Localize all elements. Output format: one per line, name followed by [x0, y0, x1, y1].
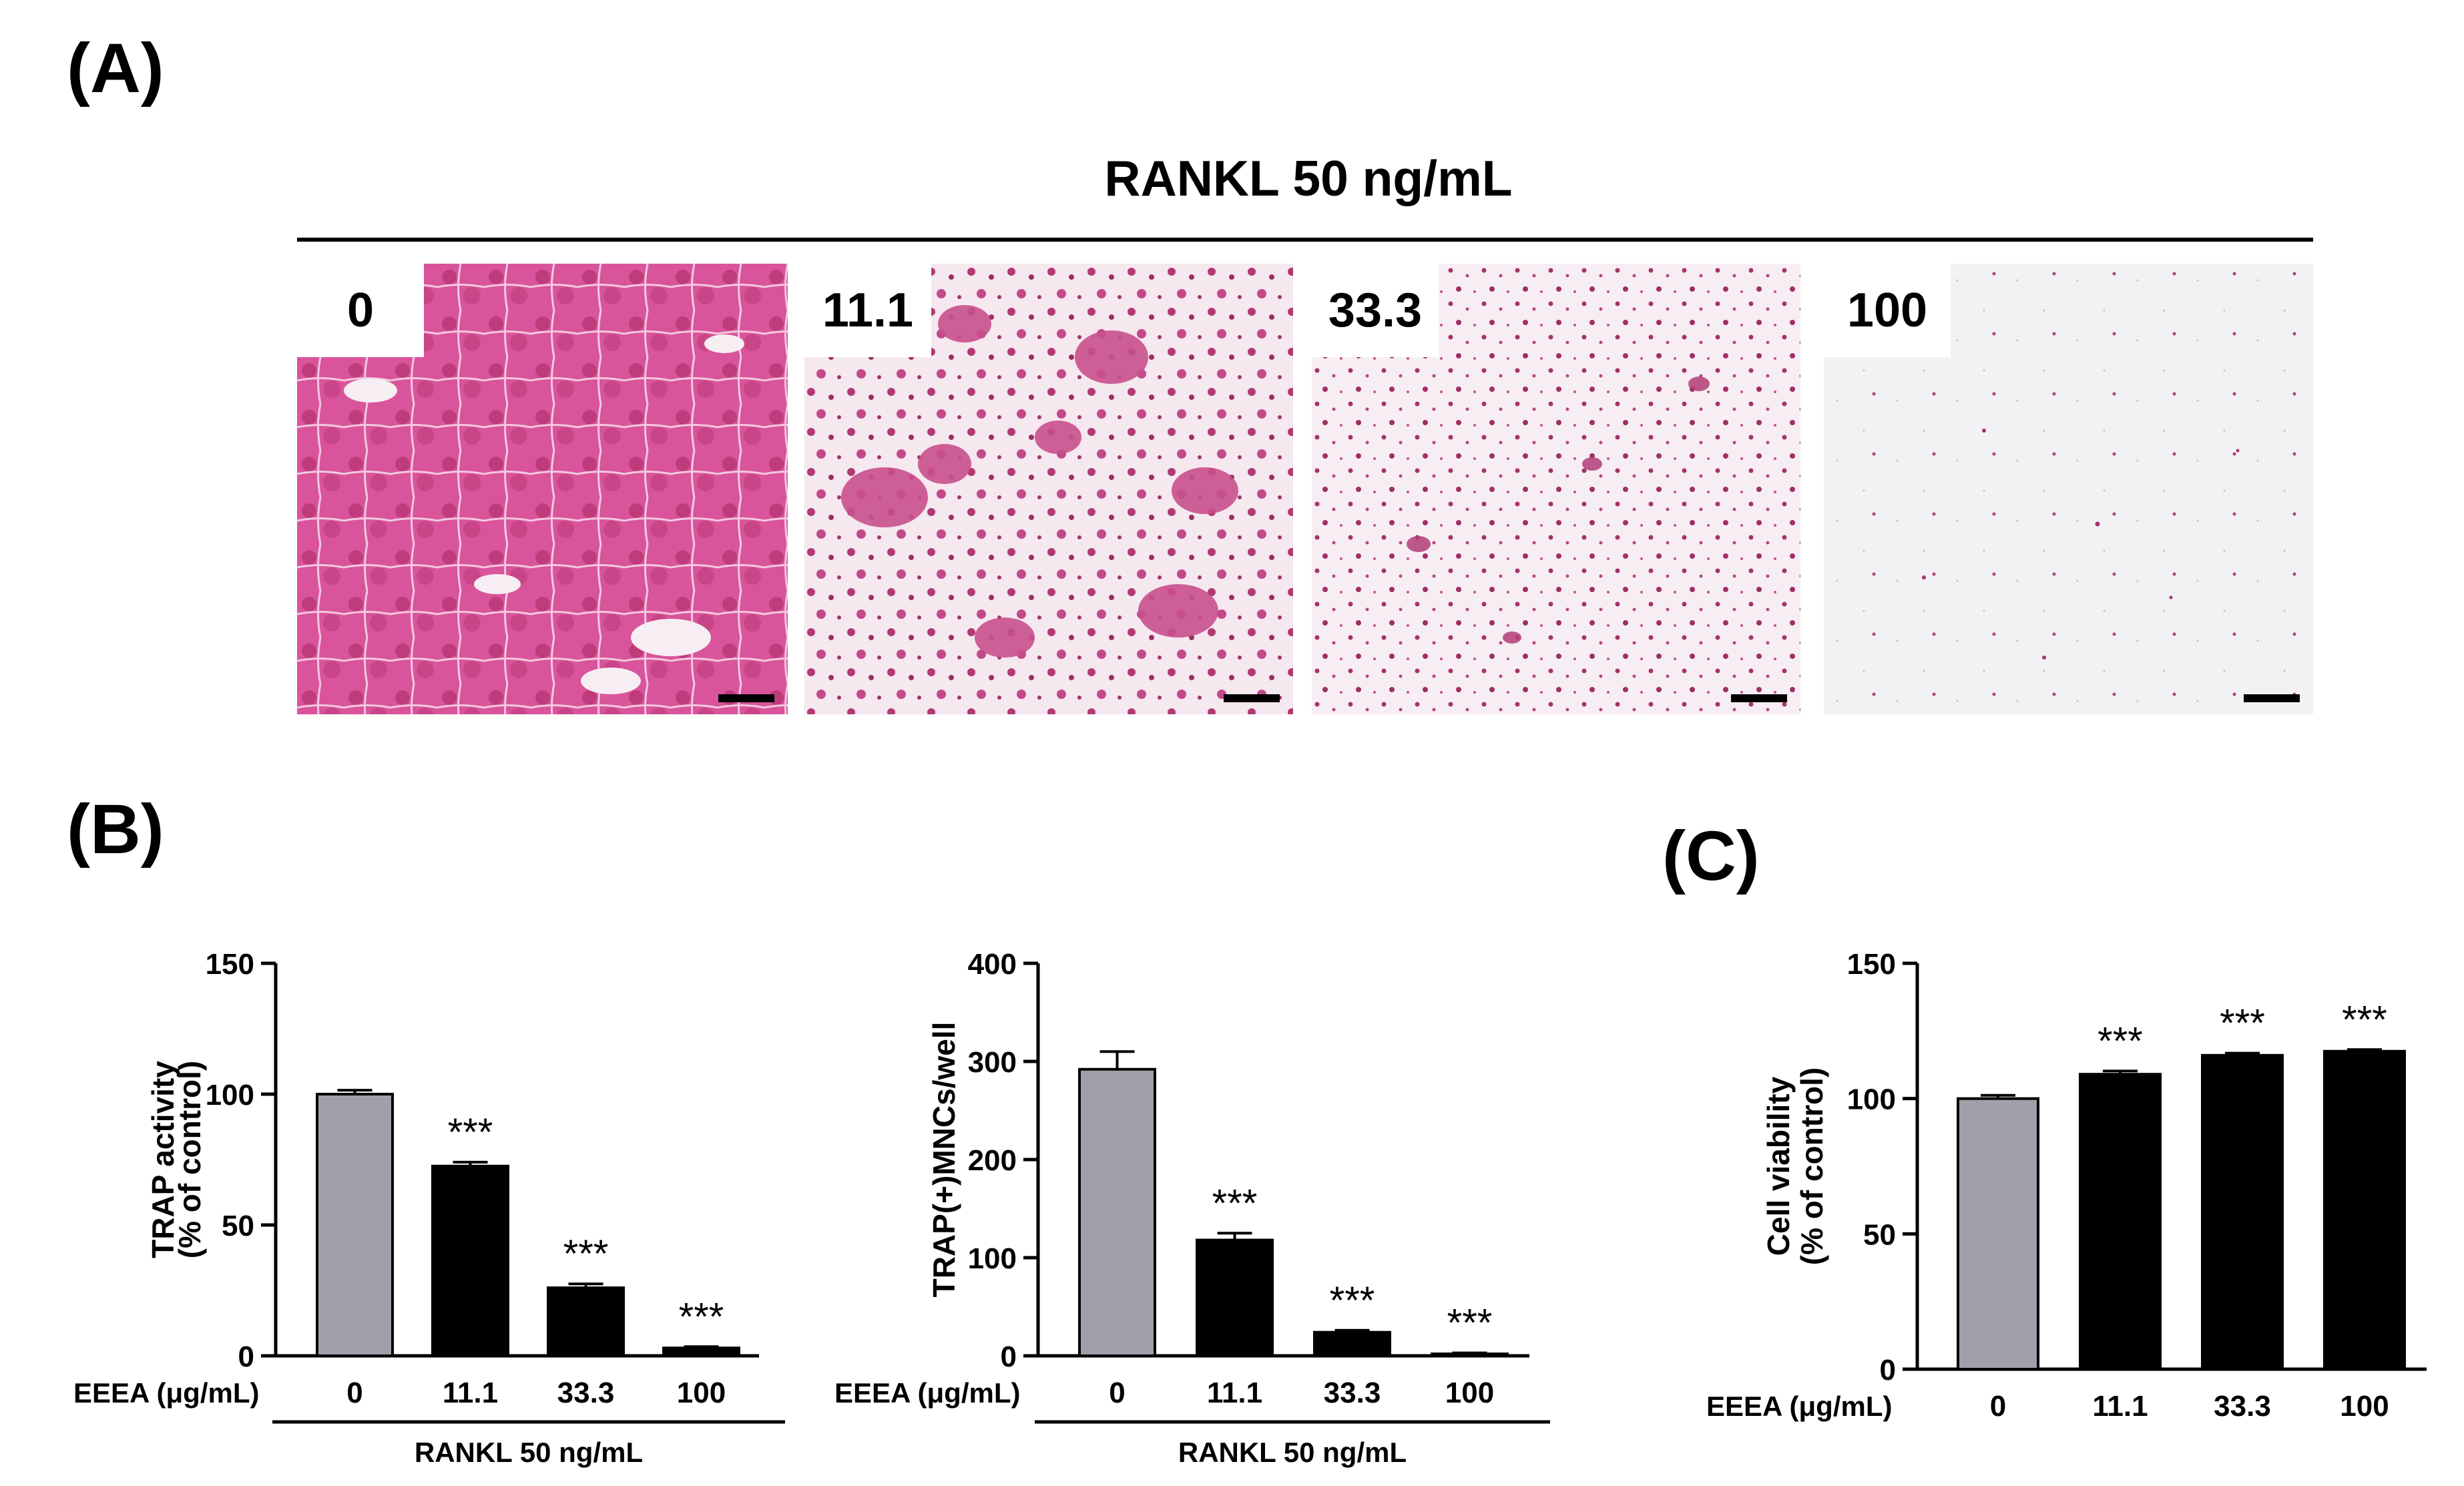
bar [1078, 1067, 1156, 1357]
x-axis-prefix-label: EEEA (μg/mL) [834, 1377, 1020, 1409]
significance-marker: *** [448, 1111, 493, 1154]
micrograph-title-rule [297, 238, 2313, 242]
y-tick-label: 0 [238, 1340, 254, 1373]
y-tick-label: 100 [1847, 1083, 1896, 1116]
scale-bar [718, 694, 774, 702]
group-label: RANKL 50 ng/mL [415, 1437, 643, 1468]
bar [1196, 1238, 1274, 1358]
significance-marker: *** [2220, 1002, 2265, 1045]
y-axis-label: TRAP activity [146, 1061, 180, 1258]
bar [2201, 1053, 2284, 1371]
y-axis-label: Cell viability [1761, 1076, 1796, 1256]
x-tick-label: 11.1 [1207, 1377, 1262, 1409]
y-tick-label: 200 [968, 1144, 1017, 1177]
bar [316, 1093, 394, 1357]
group-label: RANKL 50 ng/mL [1178, 1437, 1407, 1468]
significance-marker: *** [679, 1295, 724, 1338]
x-tick-label: 100 [2340, 1390, 2389, 1423]
x-tick-label: 33.3 [1324, 1377, 1381, 1409]
panel-label-b: (B) [67, 790, 164, 869]
bar [662, 1346, 740, 1357]
bar [547, 1286, 625, 1357]
significance-marker: *** [2098, 1019, 2143, 1063]
micrograph-33.3: 33.3 [1312, 264, 1800, 714]
x-axis-prefix-label: EEEA (μg/mL) [73, 1377, 259, 1409]
x-tick-label: 100 [1445, 1377, 1494, 1409]
bar [2079, 1073, 2162, 1371]
x-tick-label: 0 [346, 1377, 362, 1409]
y-tick-label: 300 [968, 1046, 1017, 1079]
micrograph-11.1: 11.1 [804, 264, 1293, 714]
y-tick-label: 150 [206, 948, 254, 981]
x-tick-label: 0 [1109, 1377, 1125, 1409]
scale-bar [2244, 694, 2300, 702]
y-axis-label: (% of control) [1794, 1067, 1829, 1265]
x-tick-label: 100 [677, 1377, 726, 1409]
micrograph-title: RANKL 50 ng/mL [1104, 150, 1513, 206]
significance-marker: *** [1212, 1182, 1258, 1225]
bar [431, 1164, 509, 1358]
y-axis-label: (% of control) [172, 1061, 207, 1258]
significance-marker: *** [563, 1232, 609, 1276]
significance-marker: *** [1330, 1279, 1375, 1322]
bar [2323, 1049, 2406, 1371]
significance-marker: *** [2342, 998, 2387, 1041]
scale-bar [1224, 694, 1280, 702]
x-tick-label: 33.3 [557, 1377, 615, 1409]
micrograph-100: 100 [1824, 264, 2313, 714]
bar [1957, 1097, 2039, 1371]
y-tick-label: 100 [206, 1079, 254, 1111]
y-tick-label: 400 [968, 948, 1017, 981]
panel-label-c: (C) [1662, 817, 1760, 895]
concentration-label-100: 100 [1824, 264, 1951, 357]
y-tick-label: 100 [968, 1242, 1017, 1275]
concentration-label-33.3: 33.3 [1312, 264, 1439, 357]
micrograph-0: 0 [297, 264, 788, 714]
y-tick-label: 0 [1880, 1354, 1896, 1387]
significance-marker: *** [1447, 1302, 1493, 1345]
y-tick-label: 150 [1847, 948, 1896, 981]
concentration-label-0: 0 [297, 264, 424, 357]
y-tick-label: 0 [1001, 1340, 1017, 1373]
scale-bar [1731, 694, 1787, 702]
x-tick-label: 11.1 [2092, 1390, 2148, 1423]
y-tick-label: 50 [1863, 1218, 1896, 1251]
x-tick-label: 33.3 [2214, 1390, 2271, 1423]
x-axis-prefix-label: EEEA (μg/mL) [1706, 1391, 1892, 1422]
y-axis-label: TRAP(+)MNCs/well [927, 1022, 961, 1298]
concentration-label-11.1: 11.1 [804, 264, 931, 357]
panel-label-a: (A) [67, 29, 164, 107]
x-tick-label: 11.1 [443, 1377, 498, 1409]
bar [1313, 1330, 1391, 1357]
y-tick-label: 50 [222, 1210, 254, 1242]
x-tick-label: 0 [1990, 1390, 2006, 1423]
